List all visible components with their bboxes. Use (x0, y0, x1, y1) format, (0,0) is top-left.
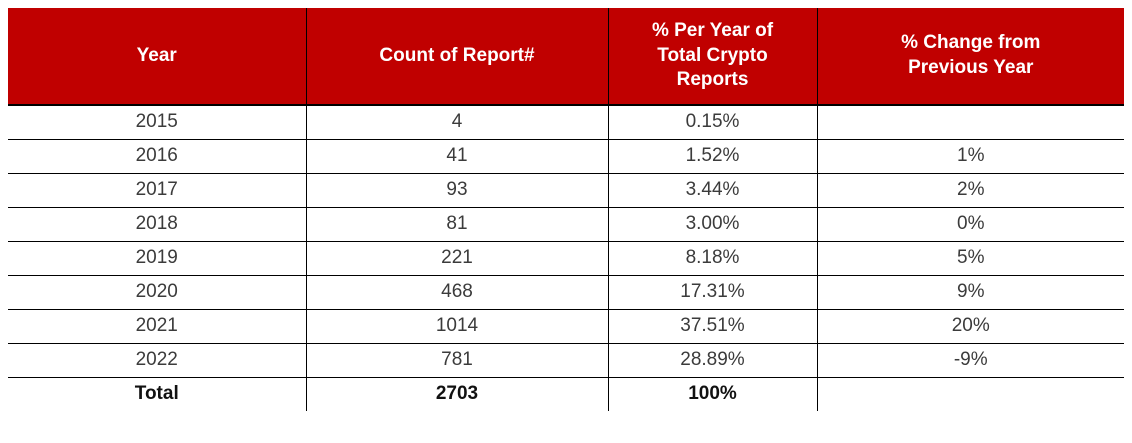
table-row: 2018 81 3.00% 0% (8, 207, 1124, 242)
cell-pct-of-total: 17.31% (608, 275, 818, 310)
table-row: 2016 41 1.52% 1% (8, 139, 1124, 174)
table-body: 2015 4 0.15% 2016 41 1.52% 1% 2017 93 3.… (8, 105, 1124, 411)
total-row: Total 2703 100% (8, 377, 1124, 411)
table-row: 2022 781 28.89% -9% (8, 343, 1124, 378)
cell-total-pct-change (817, 377, 1124, 411)
cell-year: 2020 (8, 275, 307, 310)
table-row: 2017 93 3.44% 2% (8, 173, 1124, 208)
cell-total-label: Total (8, 377, 307, 411)
cell-year: 2022 (8, 343, 307, 378)
cell-pct-of-total: 1.52% (608, 139, 818, 174)
table-row: 2021 1014 37.51% 20% (8, 309, 1124, 344)
cell-year: 2017 (8, 173, 307, 208)
cell-pct-change: 1% (817, 139, 1124, 174)
cell-pct-of-total: 0.15% (608, 105, 818, 140)
cell-year: 2016 (8, 139, 307, 174)
cell-pct-change (817, 105, 1124, 140)
cell-pct-of-total: 28.89% (608, 343, 818, 378)
col-header-pct-change: % Change from Previous Year (817, 8, 1124, 106)
cell-count: 1014 (306, 309, 609, 344)
cell-count: 93 (306, 173, 609, 208)
col-header-year: Year (8, 8, 307, 106)
cell-pct-change: 2% (817, 173, 1124, 208)
cell-pct-change: 9% (817, 275, 1124, 310)
cell-count: 4 (306, 105, 609, 140)
cell-year: 2018 (8, 207, 307, 242)
cell-pct-change: -9% (817, 343, 1124, 378)
cell-pct-change: 20% (817, 309, 1124, 344)
table-header: Year Count of Report# % Per Year of Tota… (8, 8, 1124, 106)
table-row: 2019 221 8.18% 5% (8, 241, 1124, 276)
table-row: 2015 4 0.15% (8, 105, 1124, 140)
header-row: Year Count of Report# % Per Year of Tota… (8, 8, 1124, 106)
cell-year: 2021 (8, 309, 307, 344)
col-header-pct-of-total: % Per Year of Total Crypto Reports (608, 8, 818, 106)
cell-pct-change: 5% (817, 241, 1124, 276)
cell-year: 2019 (8, 241, 307, 276)
cell-pct-of-total: 37.51% (608, 309, 818, 344)
cell-count: 221 (306, 241, 609, 276)
cell-total-pct-of-total: 100% (608, 377, 818, 411)
cell-count: 468 (306, 275, 609, 310)
cell-count: 41 (306, 139, 609, 174)
col-header-count: Count of Report# (306, 8, 609, 106)
crypto-reports-table: Year Count of Report# % Per Year of Tota… (8, 8, 1124, 411)
cell-count: 781 (306, 343, 609, 378)
cell-total-count: 2703 (306, 377, 609, 411)
cell-count: 81 (306, 207, 609, 242)
cell-pct-of-total: 3.44% (608, 173, 818, 208)
table-row: 2020 468 17.31% 9% (8, 275, 1124, 310)
cell-pct-of-total: 3.00% (608, 207, 818, 242)
cell-pct-of-total: 8.18% (608, 241, 818, 276)
cell-pct-change: 0% (817, 207, 1124, 242)
cell-year: 2015 (8, 105, 307, 140)
